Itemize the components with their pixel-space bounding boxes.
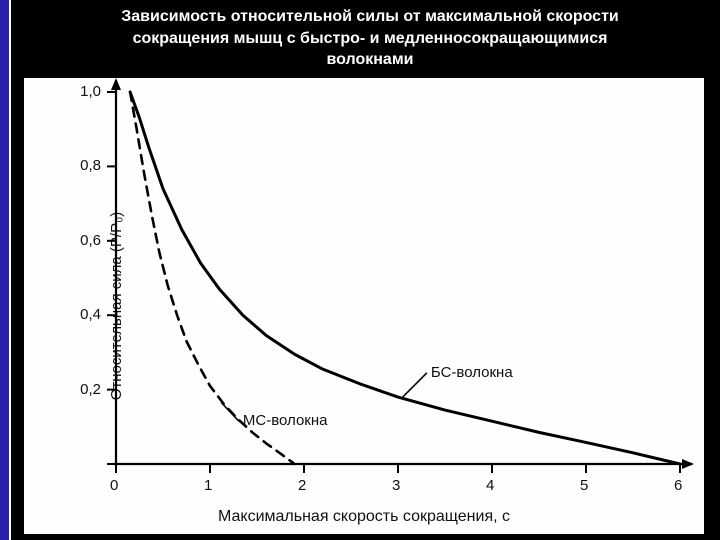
y-tick-label: 0,2 xyxy=(80,381,101,398)
title-line-1: Зависимость относительной силы от максим… xyxy=(121,8,619,25)
x-tick-label: 3 xyxy=(392,477,400,494)
side-accent-bars xyxy=(0,0,14,540)
x-tick-label: 6 xyxy=(674,477,682,494)
y-tick-label: 1,0 xyxy=(80,83,101,100)
slide: Зависимость относительной силы от максим… xyxy=(0,0,720,540)
slide-title: Зависимость относительной силы от максим… xyxy=(40,6,700,71)
x-tick-label: 1 xyxy=(204,477,212,494)
x-tick-label: 2 xyxy=(298,477,306,494)
series-label-ms: МС-волокна xyxy=(243,412,328,429)
chart-area: Относительная сила (Р/Р₀) Максимальная с… xyxy=(24,78,704,534)
side-bar-blue xyxy=(0,0,9,540)
y-tick-label: 0,8 xyxy=(80,157,101,174)
series-label-bs: БС-волокна xyxy=(431,364,513,381)
x-tick-label: 0 xyxy=(110,477,118,494)
title-line-3: волокнами xyxy=(327,51,414,68)
x-tick-label: 4 xyxy=(486,477,494,494)
chart-svg xyxy=(24,78,704,534)
y-tick-label: 0,4 xyxy=(80,306,101,323)
y-tick-label: 0,6 xyxy=(80,232,101,249)
title-line-2: сокращения мышц с быстро- и медленносокр… xyxy=(133,30,608,47)
side-bar-white xyxy=(9,0,11,540)
x-tick-label: 5 xyxy=(580,477,588,494)
